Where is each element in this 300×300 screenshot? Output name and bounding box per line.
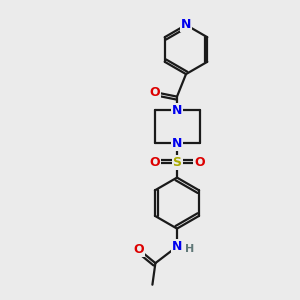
Text: N: N [172,136,182,150]
Text: O: O [149,156,160,169]
Text: O: O [149,85,160,99]
Text: H: H [185,244,194,254]
Text: S: S [172,156,182,169]
Text: N: N [181,18,191,32]
Text: N: N [172,103,182,117]
Text: O: O [194,156,205,169]
Text: N: N [172,240,182,253]
Text: O: O [134,243,144,256]
